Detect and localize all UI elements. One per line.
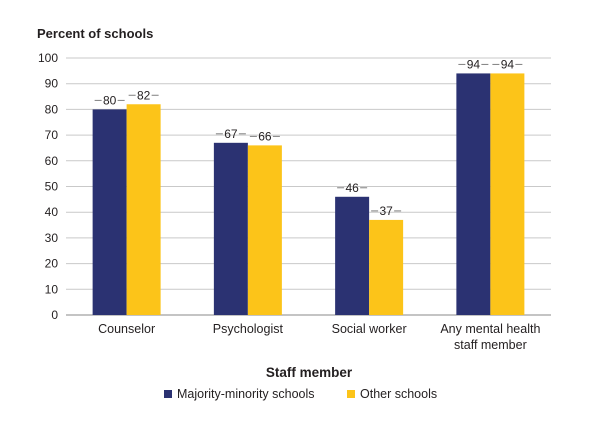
- y-tick-label: 90: [45, 77, 59, 91]
- y-axis-title: Percent of schools: [37, 26, 153, 41]
- data-labels: 80 82 67 66 46 37 94 94: [103, 57, 514, 217]
- legend-swatch: [347, 390, 355, 398]
- x-axis-title: Staff member: [266, 365, 353, 380]
- data-label: 66: [258, 129, 272, 143]
- data-label: 46: [345, 181, 359, 195]
- y-tick-label: 50: [45, 180, 59, 194]
- bar: [92, 109, 127, 316]
- category-label: Counselor: [98, 322, 155, 336]
- y-tick-label: 10: [45, 282, 59, 296]
- y-tick-label: 80: [45, 102, 59, 116]
- y-tick-labels: 0 10 20 30 40 50 60 70 80 90 100: [38, 51, 58, 322]
- data-label: 37: [379, 204, 393, 218]
- bars: [92, 73, 525, 316]
- y-tick-label: 40: [45, 205, 59, 219]
- data-label: 80: [103, 93, 117, 107]
- data-label: 94: [501, 57, 515, 71]
- legend-label: Other schools: [360, 387, 437, 401]
- legend: Majority-minority schools Other schools: [164, 387, 437, 401]
- bar: [213, 142, 248, 315]
- y-tick-label: 20: [45, 257, 59, 271]
- y-tick-label: 70: [45, 128, 59, 142]
- category-label: Social worker: [332, 322, 407, 336]
- y-tick-label: 0: [51, 308, 58, 322]
- y-tick-label: 100: [38, 51, 58, 65]
- data-label: 94: [467, 57, 481, 71]
- bar: [456, 73, 491, 315]
- data-label: 67: [224, 127, 238, 141]
- bar: [335, 196, 370, 315]
- bar: [490, 73, 525, 315]
- legend-swatch: [164, 390, 172, 398]
- category-label: Psychologist: [213, 322, 284, 336]
- bar: [369, 219, 404, 315]
- y-tick-label: 30: [45, 231, 59, 245]
- bar: [247, 145, 282, 315]
- y-tick-label: 60: [45, 154, 59, 168]
- category-label: staff member: [454, 338, 527, 352]
- legend-label: Majority-minority schools: [177, 387, 315, 401]
- data-label: 82: [137, 88, 151, 102]
- category-label: Any mental health: [440, 322, 540, 336]
- category-labels: Counselor Psychologist Social worker Any me…: [98, 322, 540, 352]
- bar: [126, 104, 161, 315]
- data-label-leaders: [94, 63, 523, 212]
